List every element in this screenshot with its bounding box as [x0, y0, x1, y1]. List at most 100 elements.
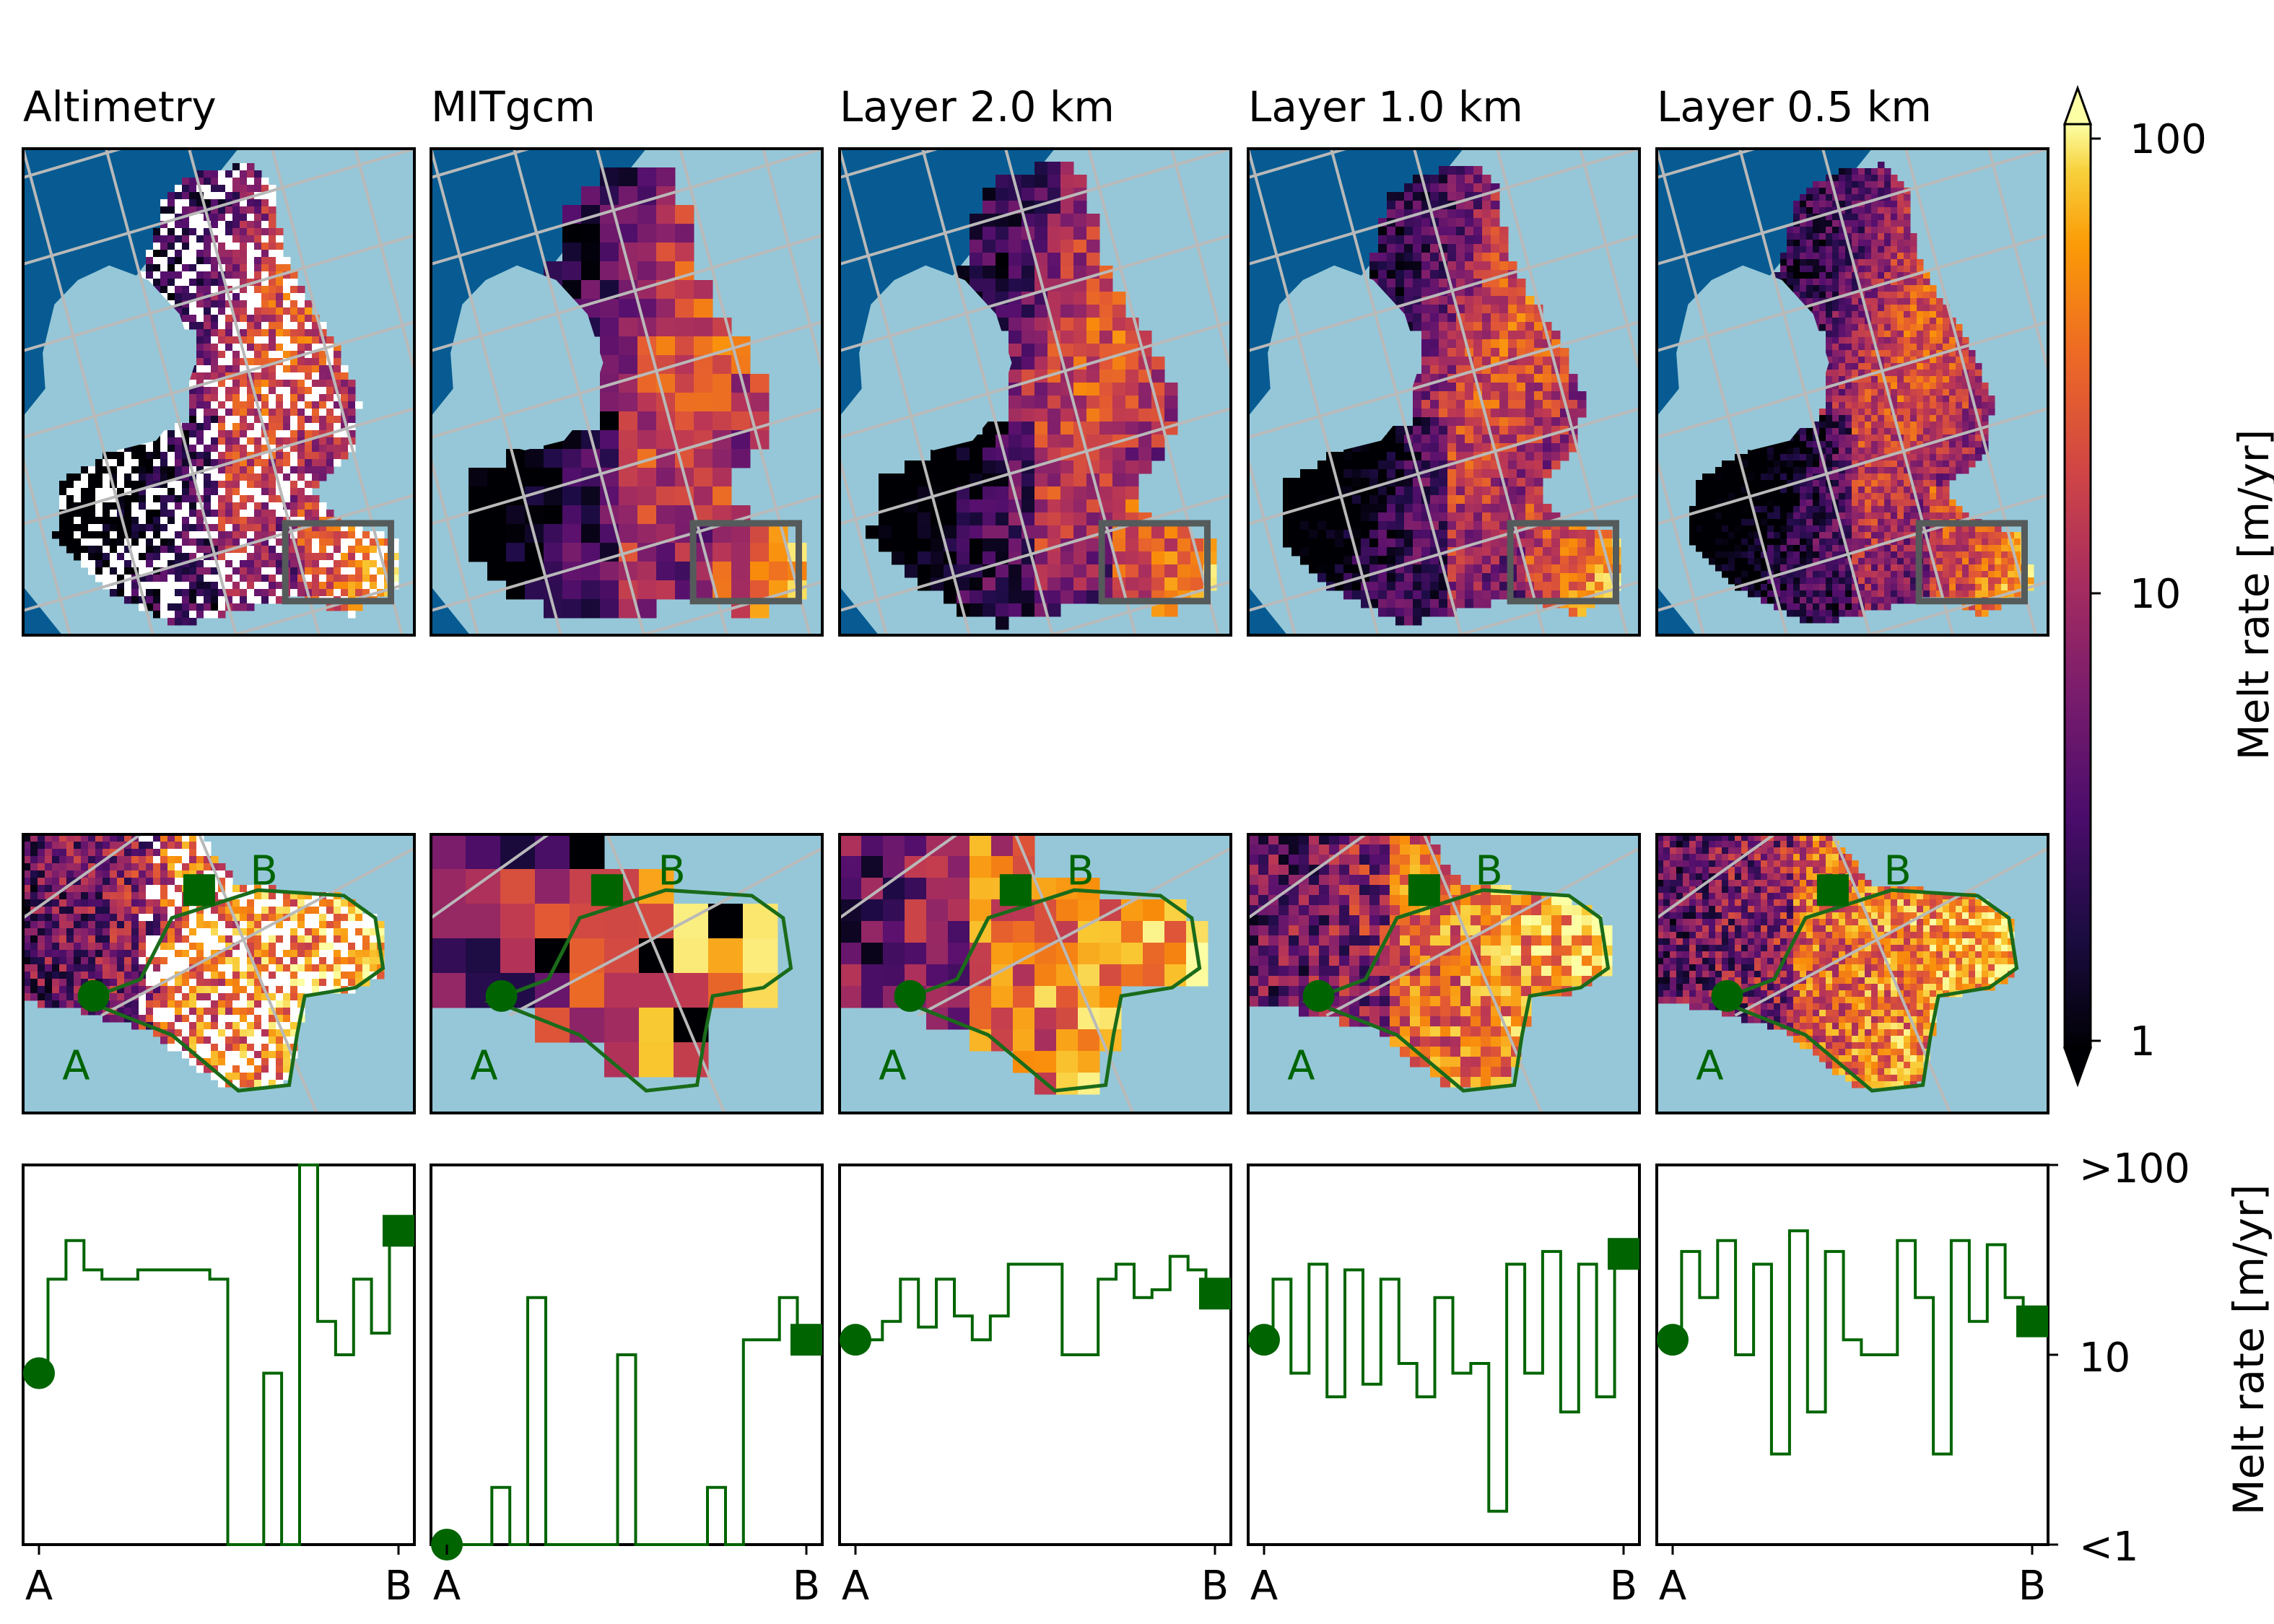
x-tick-label-b: B — [793, 1563, 820, 1610]
zoom-melt-field — [1657, 834, 2015, 1088]
map-deep-ocean-corner — [840, 586, 879, 635]
zoom-panel-5: AB — [1655, 833, 2049, 1114]
x-tick-label-b: B — [1610, 1563, 1637, 1610]
transect-start-marker — [894, 979, 926, 1012]
x-tick-label-a: A — [1659, 1563, 1686, 1610]
transect-start-marker — [485, 979, 518, 1012]
panel-titles: Altimetry MITgcm Layer 2.0 km Layer 1.0 km L… — [23, 82, 1932, 131]
colorbar-top-arrow — [2062, 84, 2093, 126]
profile-frame — [1247, 1164, 1641, 1546]
zoom-graticule — [431, 834, 822, 1113]
profile-end-marker — [2016, 1305, 2048, 1337]
colorbar-label: Melt rate [m/yr] — [2229, 429, 2274, 761]
transect-start-marker — [1711, 979, 1743, 1012]
profile-start-marker — [1248, 1324, 1280, 1356]
map-panel-3 — [838, 147, 1232, 637]
profile-start-marker — [1657, 1324, 1689, 1356]
transect-end-marker — [591, 874, 623, 907]
zoom-frame — [22, 833, 416, 1114]
x-tick-label-a: A — [842, 1563, 869, 1610]
profile-line — [39, 1164, 398, 1546]
map-panel-2 — [430, 147, 824, 637]
profile-y-axis: >100 10 <1 Melt rate [m/yr] — [2079, 1145, 2273, 1571]
zoom-box — [282, 520, 394, 605]
profile-frame — [22, 1164, 416, 1546]
map-deep-ocean-corner — [23, 586, 63, 635]
transect-label-b: B — [1883, 847, 1911, 894]
transect-end-marker — [1408, 874, 1440, 907]
colorbar-tick-1: 1 — [2130, 1018, 2156, 1065]
map-graticule — [840, 149, 1231, 635]
map-frame — [430, 147, 824, 637]
transect-label-a: A — [879, 1043, 906, 1090]
zoom-box — [689, 520, 802, 605]
melt-field — [866, 162, 1217, 630]
map-panels — [22, 147, 2049, 637]
zoom-frame — [430, 833, 824, 1114]
colorbar-tick-100: 100 — [2130, 116, 2207, 163]
zoom-frame — [838, 833, 1232, 1114]
profile-tick-max: >100 — [2079, 1145, 2190, 1192]
x-tick-label-b: B — [1201, 1563, 1229, 1610]
x-tick-label-b: B — [385, 1563, 412, 1610]
panel-title-2: MITgcm — [431, 82, 596, 131]
colorbar: 100 10 1 Melt rate [m/yr] — [2062, 84, 2274, 1088]
map-frame — [838, 147, 1232, 637]
profile-tick-min: <1 — [2079, 1524, 2139, 1571]
transect-start-marker — [1302, 979, 1335, 1012]
zoom-panel-1: AB — [22, 833, 416, 1114]
zoom-box — [1507, 520, 1619, 605]
profile-frame — [838, 1164, 1232, 1546]
zoom-graticule — [1657, 834, 2048, 1113]
panel-title-5: Layer 0.5 km — [1657, 82, 1932, 131]
transect-start-marker — [77, 979, 110, 1012]
zoom-box — [1098, 520, 1211, 605]
map-graticule — [431, 149, 822, 635]
map-frame — [1247, 147, 1641, 637]
map-graticule — [23, 149, 414, 635]
zoom-panel-4: AB — [1247, 833, 1641, 1114]
profile-line — [1264, 1249, 1624, 1513]
panel-title-1: Altimetry — [23, 82, 217, 131]
x-tick-label-b: B — [2018, 1563, 2046, 1610]
map-deep-ocean-corner — [431, 586, 471, 635]
transect-end-marker — [1816, 874, 1849, 907]
profile-line — [855, 1254, 1215, 1356]
x-tick-label-a: A — [1250, 1563, 1278, 1610]
zoom-graticule — [23, 834, 414, 1113]
zoom-graticule — [840, 834, 1231, 1113]
zoom-graticule — [1248, 834, 1639, 1113]
map-deep-ocean-corner — [1657, 586, 1696, 635]
profile-tick-mid: 10 — [2079, 1335, 2130, 1381]
transect-end-marker — [999, 874, 1032, 907]
profile-end-marker — [1608, 1238, 1639, 1270]
transect-label-a: A — [1696, 1043, 1723, 1090]
panel-title-4: Layer 1.0 km — [1248, 82, 1523, 131]
panel-title-3: Layer 2.0 km — [840, 82, 1115, 131]
zoom-panel-2: AB — [430, 833, 824, 1114]
transect-label-b: B — [1066, 847, 1094, 894]
zoom-panel-3: AB — [838, 833, 1232, 1114]
transect-label-a: A — [470, 1043, 497, 1090]
transect-label-b: B — [250, 847, 277, 894]
transect-end-marker — [183, 874, 215, 907]
profile-line — [447, 1296, 806, 1546]
profile-end-marker — [383, 1215, 414, 1247]
x-tick-label-a: A — [433, 1563, 461, 1610]
x-tick-label-a: A — [25, 1563, 53, 1610]
zoom-frame — [1655, 833, 2049, 1114]
profile-frame — [1655, 1164, 2049, 1546]
map-frame — [22, 147, 416, 637]
transect-label-a: A — [62, 1043, 90, 1090]
transect-label-b: B — [658, 847, 685, 894]
map-deep-ocean-corner — [1248, 586, 1288, 635]
profile-line — [1673, 1229, 2032, 1456]
